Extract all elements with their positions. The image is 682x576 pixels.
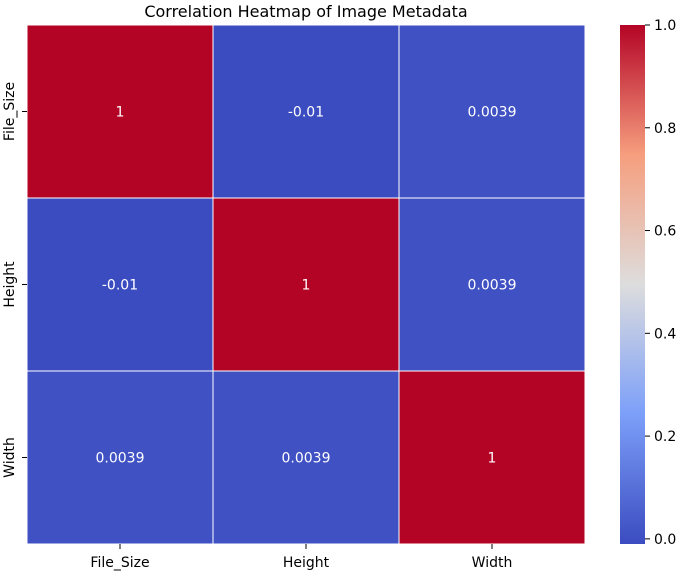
cell-annotation: -0.01 [102,278,138,294]
colorbar-tick-label: 0.8 [654,121,676,137]
y-tick-label: Height [2,261,18,308]
y-tick-label: File_Size [2,82,18,141]
heatmap-annotations: 1 -0.01 0.0039 -0.01 1 0.0039 0.0039 0.0039 1 [96,105,517,467]
colorbar-tick-label: 0.0 [654,532,676,548]
chart-title: Correlation Heatmap of Image Metadata [144,2,467,21]
heatmap-cell-width-file_size [26,370,214,545]
cell-annotation: -0.01 [288,105,324,121]
x-tick-label: Width [472,555,513,571]
colorbar-tick-label: 0.4 [654,326,676,342]
y-axis: File_Size Height Width [2,82,27,478]
colorbar-gradient [620,25,645,544]
colorbar-tick-label: 0.2 [654,429,676,445]
cell-annotation: 0.0039 [96,451,145,467]
heatmap-cell-width-height [212,370,400,545]
cell-annotation: 0.0039 [468,278,517,294]
colorbar-tick-label: 1.0 [654,18,676,34]
heatmap-cell-file_size-file_size [26,24,214,199]
heatmap-cell-height-file_size [26,197,214,372]
cell-annotation: 1 [116,105,125,121]
heatmap-cell-height-width [398,197,586,372]
heatmap-cell-height-height [212,197,400,372]
cell-annotation: 0.0039 [468,105,517,121]
x-tick-label: File_Size [90,555,149,571]
x-axis: File_Size Height Width [90,544,512,571]
cell-annotation: 1 [488,451,497,467]
colorbar-tick-label: 0.6 [654,224,676,240]
heatmap-cell-file_size-height [212,24,400,199]
heatmap-cell-file_size-width [398,24,586,199]
colorbar: 0.0 0.2 0.4 0.6 0.8 1.0 [620,18,676,548]
cell-annotation: 0.0039 [282,451,331,467]
y-tick-label: Width [2,437,18,478]
x-tick-label: Height [283,555,330,571]
heatmap-cells [26,24,586,545]
cell-annotation: 1 [302,278,311,294]
